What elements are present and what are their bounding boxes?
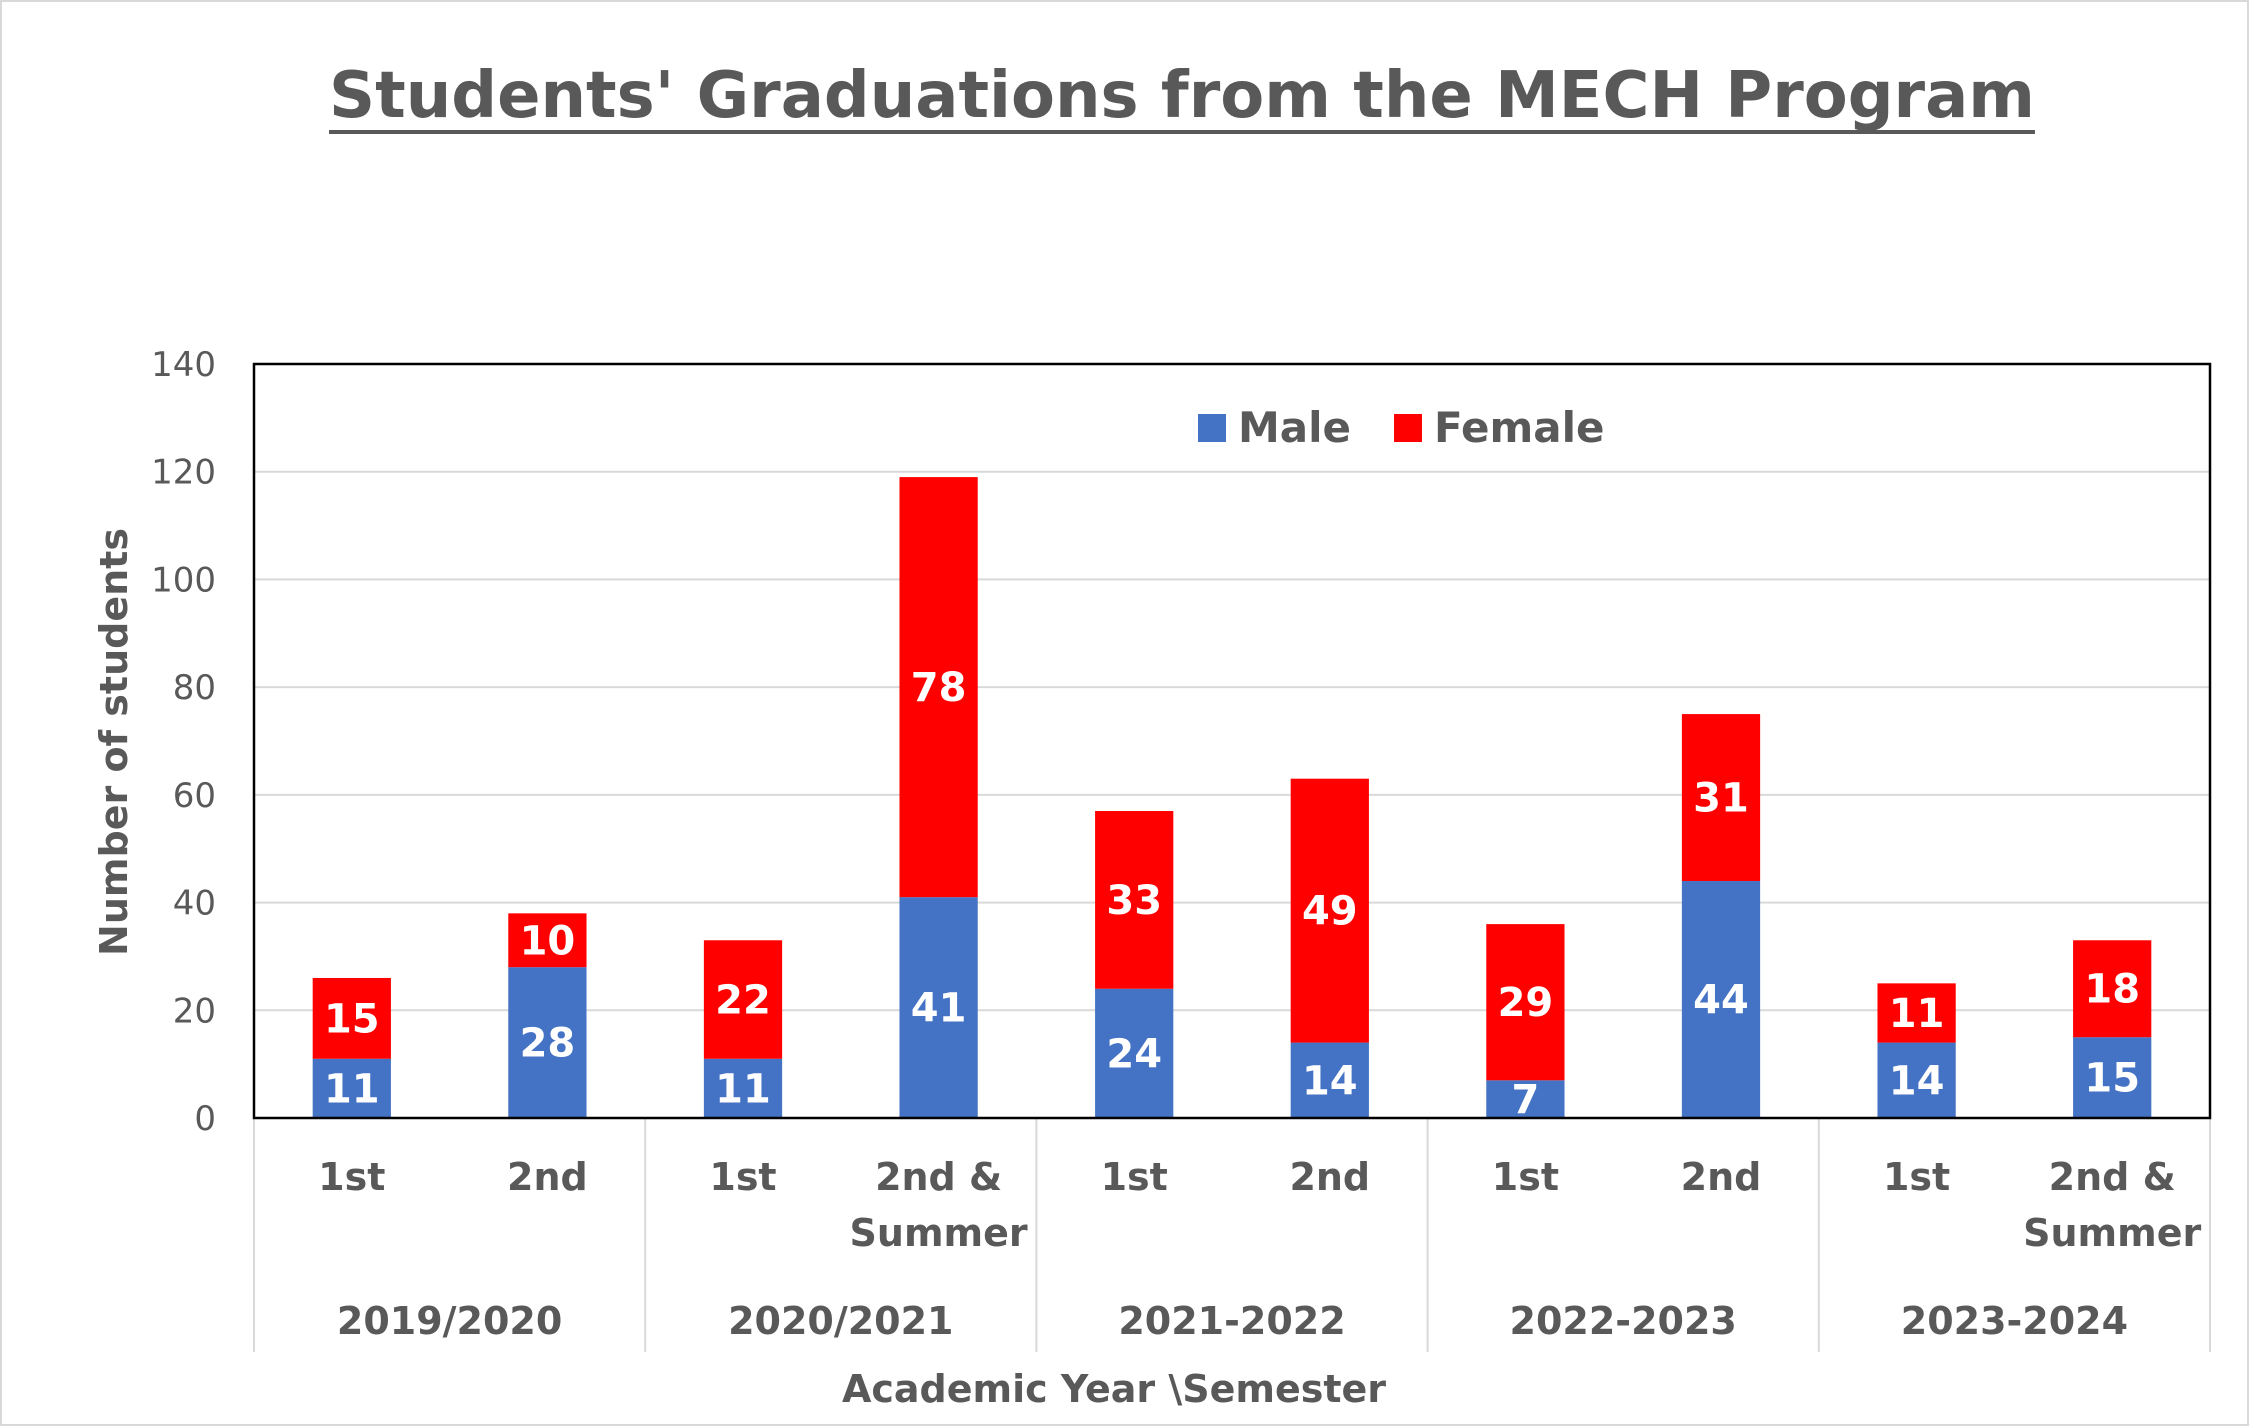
male-bar bbox=[1290, 1042, 1369, 1118]
x-category-label: 2nd bbox=[1681, 1155, 1762, 1199]
female-data-label: 33 bbox=[1106, 878, 1162, 924]
female-bar bbox=[508, 913, 587, 968]
female-bar bbox=[703, 940, 783, 1059]
x-group-label: 2020/2021 bbox=[728, 1299, 953, 1343]
x-category-label: 2nd bbox=[507, 1155, 588, 1199]
x-category-label: 1st bbox=[1883, 1155, 1950, 1199]
x-category-label: 2nd & bbox=[2049, 1155, 2176, 1199]
female-bar bbox=[2073, 940, 2152, 1038]
y-axis-ticks: 0 20 40 60 80 100 120 140 bbox=[151, 345, 216, 1139]
x-category-label: Summer bbox=[850, 1211, 1028, 1255]
male-data-label: 15 bbox=[2084, 1056, 2140, 1102]
x-axis-label: Academic Year \Semester bbox=[842, 1367, 1386, 1411]
male-bar bbox=[899, 897, 978, 1118]
legend-female-swatch bbox=[1394, 414, 1422, 442]
female-data-label: 11 bbox=[1889, 991, 1945, 1037]
x-group-label: 2021-2022 bbox=[1118, 1299, 1345, 1343]
male-data-label: 24 bbox=[1106, 1031, 1162, 1077]
x-category-label: 1st bbox=[1492, 1155, 1559, 1199]
male-data-label: 14 bbox=[1889, 1058, 1945, 1104]
male-bar bbox=[1486, 1080, 1565, 1118]
male-data-label: 44 bbox=[1693, 978, 1749, 1024]
female-bar bbox=[1095, 811, 1174, 989]
female-data-label: 18 bbox=[2084, 967, 2140, 1013]
y-tick-label: 140 bbox=[151, 345, 216, 385]
x-group-label: 2023-2024 bbox=[1901, 1299, 2128, 1343]
female-bar bbox=[1877, 983, 1956, 1043]
male-bar bbox=[2073, 1037, 2152, 1118]
female-data-label: 10 bbox=[520, 918, 576, 964]
male-data-label: 11 bbox=[324, 1066, 380, 1112]
y-tick-label: 20 bbox=[173, 991, 216, 1031]
female-data-label: 78 bbox=[911, 665, 967, 711]
chart-title: Students' Graduations from the MECH Prog… bbox=[329, 59, 2035, 133]
x-category-label: 1st bbox=[318, 1155, 385, 1199]
legend-male-swatch bbox=[1198, 414, 1226, 442]
male-bar bbox=[703, 1058, 783, 1118]
female-bar bbox=[1486, 924, 1565, 1081]
x-group-label: 2019/2020 bbox=[337, 1299, 562, 1343]
male-data-label: 28 bbox=[520, 1021, 576, 1067]
y-tick-label: 0 bbox=[194, 1099, 216, 1139]
y-tick-label: 120 bbox=[151, 453, 216, 493]
male-bar bbox=[1877, 1042, 1956, 1118]
x-category-label: 2nd bbox=[1289, 1155, 1370, 1199]
male-data-label: 41 bbox=[911, 986, 967, 1032]
x-category-label: 1st bbox=[1101, 1155, 1168, 1199]
male-bar bbox=[1681, 881, 1761, 1118]
data-labels: 11 15 28 10 11 22 41 78 24 33 14 49 7 29 44 31 14 11 15 18 bbox=[324, 665, 2140, 1123]
bars bbox=[312, 477, 2152, 1118]
legend: Male Female bbox=[1198, 403, 1604, 452]
y-tick-label: 60 bbox=[173, 776, 216, 816]
y-tick-label: 40 bbox=[173, 884, 216, 924]
female-data-label: 49 bbox=[1302, 889, 1358, 935]
plot-area-frame bbox=[252, 362, 2212, 1120]
female-bar bbox=[1681, 714, 1761, 882]
male-data-label: 7 bbox=[1511, 1077, 1539, 1123]
y-tick-label: 100 bbox=[151, 560, 216, 600]
female-bar bbox=[312, 977, 391, 1059]
male-bar bbox=[1095, 988, 1174, 1118]
male-bar bbox=[312, 1058, 391, 1118]
y-tick-label: 80 bbox=[173, 668, 216, 708]
legend-female-label: Female bbox=[1434, 403, 1604, 452]
male-bar bbox=[508, 967, 587, 1118]
female-bar bbox=[1290, 778, 1369, 1043]
x-category-label: Summer bbox=[2023, 1211, 2201, 1255]
female-data-label: 29 bbox=[1498, 980, 1554, 1026]
legend-male-label: Male bbox=[1238, 403, 1351, 452]
x-group-label: 2022-2023 bbox=[1510, 1299, 1737, 1343]
x-category-label: 2nd & bbox=[875, 1155, 1002, 1199]
female-bar bbox=[899, 477, 978, 898]
male-data-label: 11 bbox=[715, 1066, 771, 1112]
female-data-label: 31 bbox=[1693, 776, 1749, 822]
y-axis-label: Number of students bbox=[92, 528, 136, 956]
female-data-label: 15 bbox=[324, 996, 380, 1042]
female-data-label: 22 bbox=[715, 978, 771, 1024]
x-category-label: 1st bbox=[709, 1155, 776, 1199]
male-data-label: 14 bbox=[1302, 1058, 1358, 1104]
x-axis: 1st 2nd 2019/2020 1st 2nd & Summer 2020/2021 1s… bbox=[253, 1118, 2211, 1352]
